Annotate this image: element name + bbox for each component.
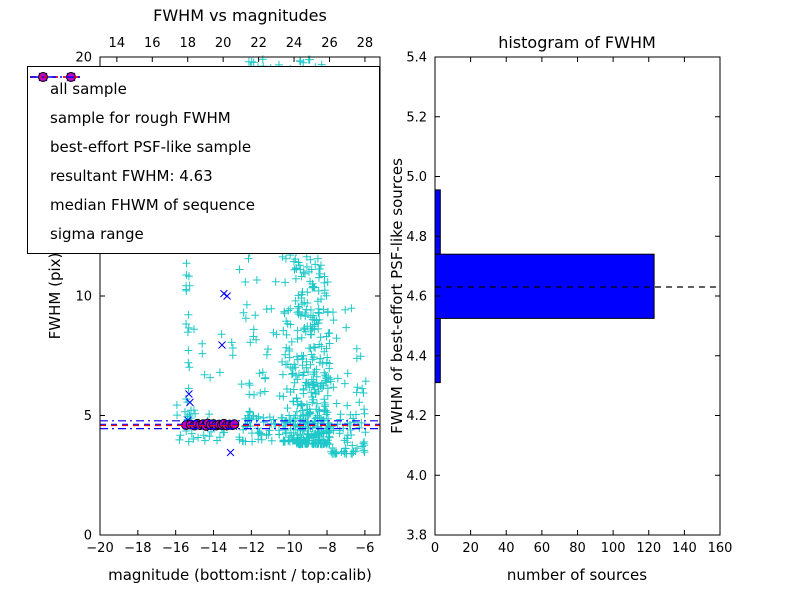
tick-label: 60 [534,541,551,556]
legend-item: sigma range [30,76,379,248]
tick-label: 4.0 [406,469,427,484]
tick-label: −8 [317,541,336,556]
histogram-ylabel: FWHM of best-effort PSF-like sources [388,158,406,434]
tick-label: 22 [250,36,267,51]
scatter-xlabel: magnitude (bottom:isnt / top:calib) [108,566,372,584]
legend-item: best-effort PSF-like sample [38,72,379,161]
scatter-plot: −20 −18 −16 −14 −12 −10 −8 −6 14 16 18 20 22 24 26 28 0 5… [75,36,381,556]
histogram-bar [434,317,441,384]
legend-item: resultant FWHM: 4.63 [30,76,379,190]
histogram-plot: 0 20 40 60 80 100 120 140 160 3.8 4.0 4.2 4.4 4.6 4.8 5… [406,51,732,557]
tick-label: −16 [162,541,189,556]
tick-label: 20 [75,51,92,66]
tick-label: 4.6 [406,290,427,305]
histogram-title: histogram of FWHM [498,33,656,52]
tick-label: −10 [275,541,302,556]
legend-item: all sample [38,73,379,103]
tick-label: 5.0 [406,170,427,185]
tick-label: 100 [601,541,626,556]
tick-label: 14 [109,36,126,51]
legend-item-label: resultant FWHM: 4.63 [50,166,213,185]
tick-label: 5.2 [406,110,427,125]
scatter-ylabel: FWHM (pix) [46,253,64,340]
legend-item-label: sample for rough FWHM [50,108,231,127]
scatter-title: FWHM vs magnitudes [153,6,327,25]
legend-item-label: median FHWM of sequence [50,195,255,214]
tick-label: 24 [286,36,303,51]
tick-label: 26 [321,36,338,51]
tick-label: 10 [75,290,92,305]
tick-label: −12 [238,541,265,556]
tick-label: 5 [84,409,92,424]
tick-label: 4.8 [406,230,427,245]
tick-label: −14 [200,541,227,556]
legend-marker-dashdot [30,76,84,78]
tick-label: 140 [672,541,697,556]
tick-label: 20 [215,36,232,51]
legend-item-label: all sample [50,79,127,98]
tick-label: 120 [636,541,661,556]
tick-label: 3.8 [406,529,427,544]
legend-marker-dashed [30,76,84,78]
tick-label: 20 [462,541,479,556]
tick-label: 28 [357,36,374,51]
tick-label: 4.4 [406,349,427,364]
tick-label: 160 [708,541,733,556]
tick-label: −6 [355,541,374,556]
tick-label: −20 [86,541,113,556]
tick-label: 18 [179,36,196,51]
tick-label: −18 [124,541,151,556]
tick-label: 80 [569,541,586,556]
scatter-legend: all sample sample for rough FWHM best-effo… [27,66,380,254]
histogram-xlabel: number of sources [507,566,647,584]
legend-item: median FHWM of sequence [30,76,379,219]
legend-item-label: sigma range [50,224,144,243]
histogram-bar [434,189,441,255]
legend-item: sample for rough FWHM [38,72,379,132]
tick-label: 0 [431,541,439,556]
tick-label: 40 [498,541,515,556]
histogram-bar [434,253,655,319]
tick-label: 5.4 [406,51,427,66]
tick-label: 16 [144,36,161,51]
tick-label: 4.2 [406,409,427,424]
tick-label: 0 [84,529,92,544]
legend-item-label: best-effort PSF-like sample [50,137,252,156]
